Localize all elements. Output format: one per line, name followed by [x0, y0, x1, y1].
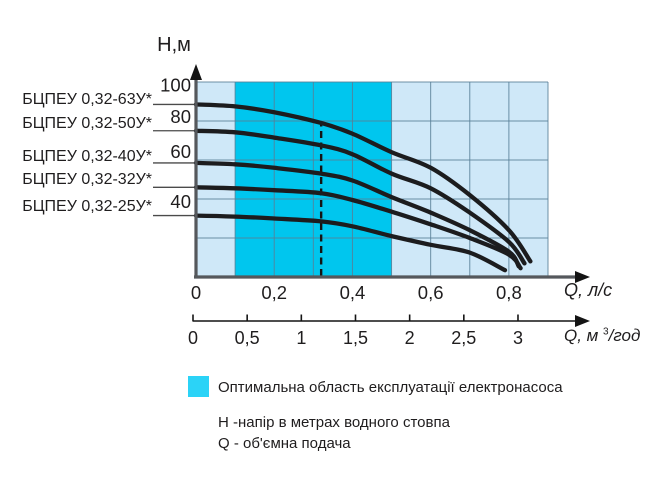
pump-curve: [193, 128, 527, 266]
pump-model-label-25: БЦПЕУ 0,32-25У*: [22, 198, 152, 215]
legend-note-h: Н -напір в метрах водного стовпа: [218, 414, 450, 431]
pump-model-label-40: БЦПЕУ 0,32-40У*: [22, 148, 152, 165]
x-axis-secondary-unit-label: Q, м 3/год: [564, 326, 640, 346]
y-tick-label: 80: [170, 106, 191, 127]
pump-model-label-50: БЦПЕУ 0,32-50У*: [22, 115, 152, 132]
legend-note-q: Q - об'ємна подача: [218, 435, 351, 452]
x-tick-label: 0,4: [340, 282, 366, 303]
pump-model-label-63: БЦПЕУ 0,32-63У*: [22, 91, 152, 108]
secondary-unit-prefix: Q, м: [564, 326, 604, 345]
secondary-tick-label: 0: [188, 328, 198, 348]
y-tick-label: 60: [170, 141, 191, 162]
x-axis-primary-unit-label: Q, л/с: [564, 280, 613, 300]
x-tick-label: 0,2: [261, 282, 287, 303]
secondary-tick-label: 1: [296, 328, 306, 348]
x-tick-label: 0,8: [496, 282, 522, 303]
pump-curve: [193, 185, 523, 271]
secondary-axis-arrow-icon: [575, 315, 590, 327]
secondary-unit-suffix: /год: [608, 326, 641, 345]
pump-model-label-32: БЦПЕУ 0,32-32У*: [22, 171, 152, 188]
y-tick-label: 100: [160, 75, 191, 96]
optimal-region-swatch: [188, 376, 209, 397]
secondary-tick-label: 1,5: [343, 328, 368, 348]
x-axis-arrow-icon: [575, 271, 590, 283]
y-axis-title: Н,м: [157, 34, 191, 56]
secondary-tick-label: 0,5: [235, 328, 260, 348]
x-tick-label: 0,6: [418, 282, 444, 303]
y-tick-label: 40: [170, 191, 191, 212]
pump-curve: [193, 160, 521, 269]
legend-optimal-label: Оптимальна область експлуатації електрон…: [218, 379, 563, 396]
secondary-tick-label: 2,5: [451, 328, 476, 348]
pump-curve: [193, 213, 508, 273]
x-tick-label: 0: [191, 282, 201, 303]
y-axis-arrow-icon: [190, 64, 202, 80]
secondary-tick-label: 2: [405, 328, 415, 348]
secondary-unit-superscript: 3: [603, 326, 609, 338]
secondary-tick-label: 3: [513, 328, 523, 348]
pump-curve: [193, 102, 533, 264]
